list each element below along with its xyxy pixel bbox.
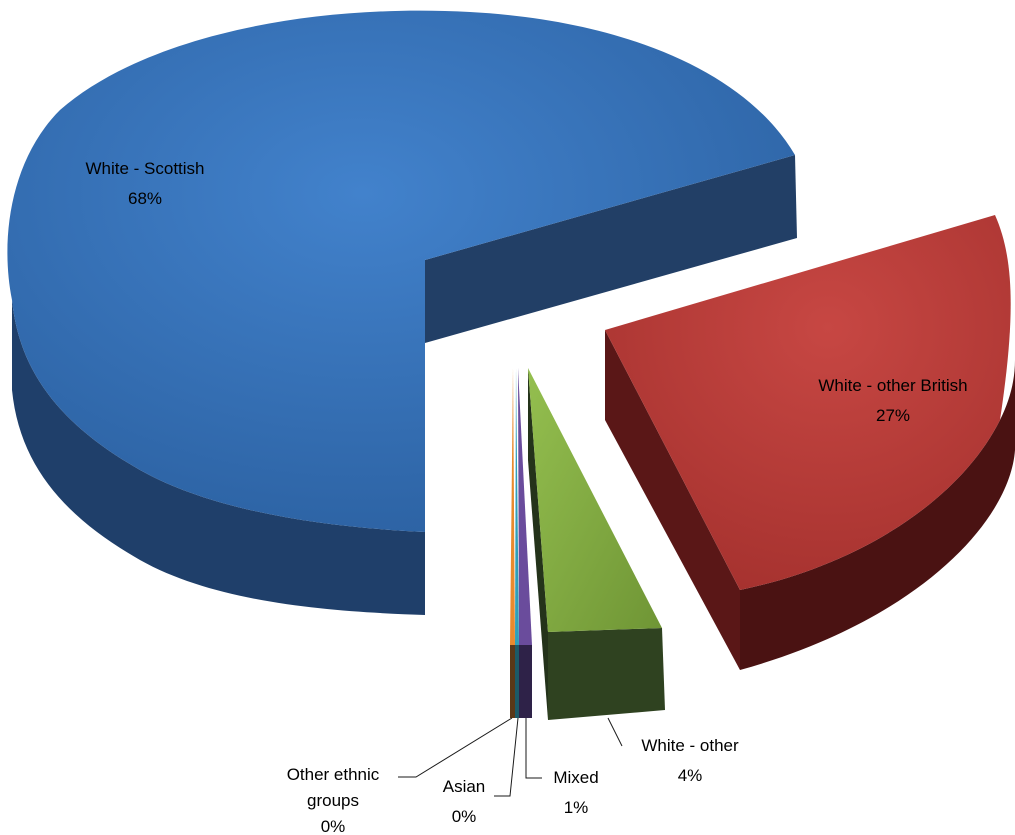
leader-line-other-ethnic-groups: [398, 717, 513, 778]
label-mixed-value: 1%: [564, 798, 589, 817]
slice-white-other-top: [528, 368, 662, 632]
slice-white-other: [528, 368, 665, 720]
slice-white-other-side: [548, 628, 665, 720]
leader-line-asian: [494, 717, 519, 797]
label-white-other-value: 4%: [678, 766, 703, 785]
slice-white-other-british-side: [605, 330, 740, 670]
label-mixed-name: Mixed: [553, 768, 598, 787]
label-asian-name: Asian: [443, 777, 486, 796]
slice-white-other-british-side: [740, 360, 1015, 670]
slice-other-ethnic-groups: [510, 368, 515, 718]
slice-white-scottish: [7, 10, 797, 615]
slice-asian: [515, 368, 519, 718]
label-white-scottish-name: White - Scottish: [85, 159, 204, 178]
leader-line-white-other: [607, 717, 623, 747]
slice-mixed-top: [518, 368, 532, 645]
slice-asian-top: [515, 368, 519, 645]
slice-white-scottish-side: [425, 155, 797, 343]
slice-other-ethnic-groups-top: [510, 368, 515, 645]
slice-white-scottish-side: [12, 300, 425, 615]
label-other-ethnic-groups-name: Other ethnic: [287, 765, 380, 784]
label-other-ethnic-groups-name: groups: [307, 791, 359, 810]
label-white-other-british-value: 27%: [876, 406, 910, 425]
slice-white-other-british: [605, 215, 1015, 670]
slice-asian-side: [515, 645, 519, 718]
slice-mixed: [518, 368, 532, 718]
label-asian-value: 0%: [452, 807, 477, 826]
label-white-other-name: White - other: [641, 736, 739, 755]
leader-line-mixed: [525, 718, 542, 779]
label-other-ethnic-groups-value: 0%: [321, 817, 346, 835]
slice-other-ethnic-groups-side: [510, 645, 515, 718]
label-white-other-british-name: White - other British: [818, 376, 967, 395]
label-white-scottish-value: 68%: [128, 189, 162, 208]
slice-mixed-side: [519, 645, 532, 718]
slice-white-other-side: [528, 368, 548, 720]
slice-white-scottish-top: [7, 10, 795, 532]
slice-white-other-british-top: [605, 215, 1011, 590]
